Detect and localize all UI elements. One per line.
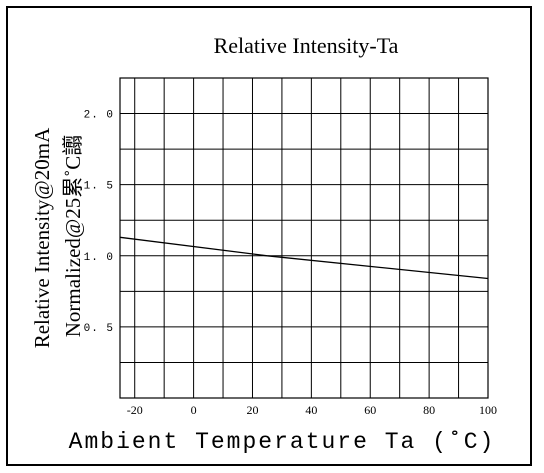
chart-title: Relative Intensity-Ta: [214, 33, 399, 58]
y-tick-label: 0. 5: [84, 323, 114, 335]
x-tick-label: 20: [246, 403, 258, 417]
y-tick-label: 1. 5: [84, 181, 114, 193]
x-tick-label: 40: [305, 403, 317, 417]
x-axis-label: Ambient Temperature Ta (˚C): [69, 429, 496, 455]
y-axis-label-line-1: Relative Intensity@20mA: [30, 127, 54, 348]
chart-frame: [6, 6, 532, 466]
x-tick-labels: -20 0 20 40 60 80 100: [127, 403, 497, 417]
x-tick-label: -20: [127, 403, 143, 417]
y-tick-labels: 0. 5 1. 0 1. 5 2. 0: [84, 110, 114, 335]
y-tick-label: 1. 0: [84, 252, 114, 264]
x-tick-label: 0: [191, 403, 197, 417]
plot-area-border: [119, 77, 489, 399]
chart-grid: [120, 78, 488, 398]
x-tick-label: 80: [423, 403, 435, 417]
series-layer: [119, 236, 489, 280]
series-line-0: [119, 236, 489, 280]
x-tick-label: 100: [479, 403, 497, 417]
x-tick-label: 60: [364, 403, 376, 417]
y-axis-label-line-2: Normalized@25累˚C譾: [61, 135, 85, 337]
y-tick-label: 2. 0: [84, 110, 114, 122]
